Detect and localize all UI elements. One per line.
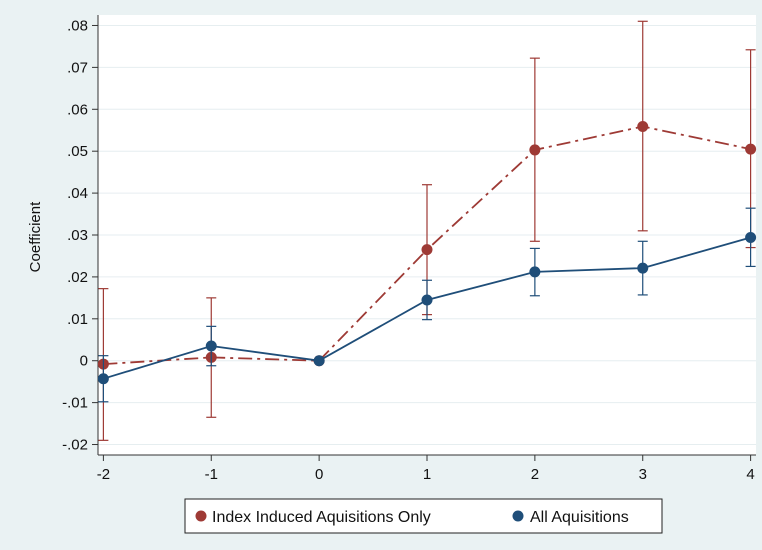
y-tick-label: -.01 <box>62 395 88 412</box>
legend: Index Induced Aquisitions Only All Aquis… <box>185 499 662 533</box>
x-tick-label: 4 <box>746 466 754 483</box>
x-tick-label: 3 <box>639 466 647 483</box>
x-tick-label: -2 <box>97 466 110 483</box>
data-point <box>745 232 756 243</box>
data-point <box>314 355 325 366</box>
legend-label-index-induced: Index Induced Aquisitions Only <box>212 509 431 526</box>
data-point <box>529 266 540 277</box>
x-tick-label: 2 <box>531 466 539 483</box>
y-tick-label: .02 <box>67 269 88 286</box>
y-axis-title: Coefficient <box>27 201 44 272</box>
data-point <box>745 144 756 155</box>
y-tick-label: .05 <box>67 143 88 160</box>
data-point <box>206 341 217 352</box>
x-tick-label: 1 <box>423 466 431 483</box>
data-point <box>637 121 648 132</box>
y-tick-label: .08 <box>67 17 88 34</box>
y-tick-label: .03 <box>67 227 88 244</box>
y-tick-label: .04 <box>67 185 88 202</box>
x-tick-label: 0 <box>315 466 323 483</box>
y-tick-label: .07 <box>67 59 88 76</box>
y-tick-label: .01 <box>67 311 88 328</box>
data-point <box>422 244 433 255</box>
y-tick-label: -.02 <box>62 437 88 454</box>
legend-label-all-aquisitions: All Aquisitions <box>530 509 629 526</box>
legend-marker-index-induced <box>196 511 207 522</box>
data-point <box>637 263 648 274</box>
data-point <box>529 144 540 155</box>
x-tick-label: -1 <box>205 466 218 483</box>
data-point <box>422 294 433 305</box>
y-tick-label: 0 <box>80 353 88 370</box>
y-tick-label: .06 <box>67 101 88 118</box>
legend-marker-all-aquisitions <box>513 511 524 522</box>
data-point <box>98 373 109 384</box>
